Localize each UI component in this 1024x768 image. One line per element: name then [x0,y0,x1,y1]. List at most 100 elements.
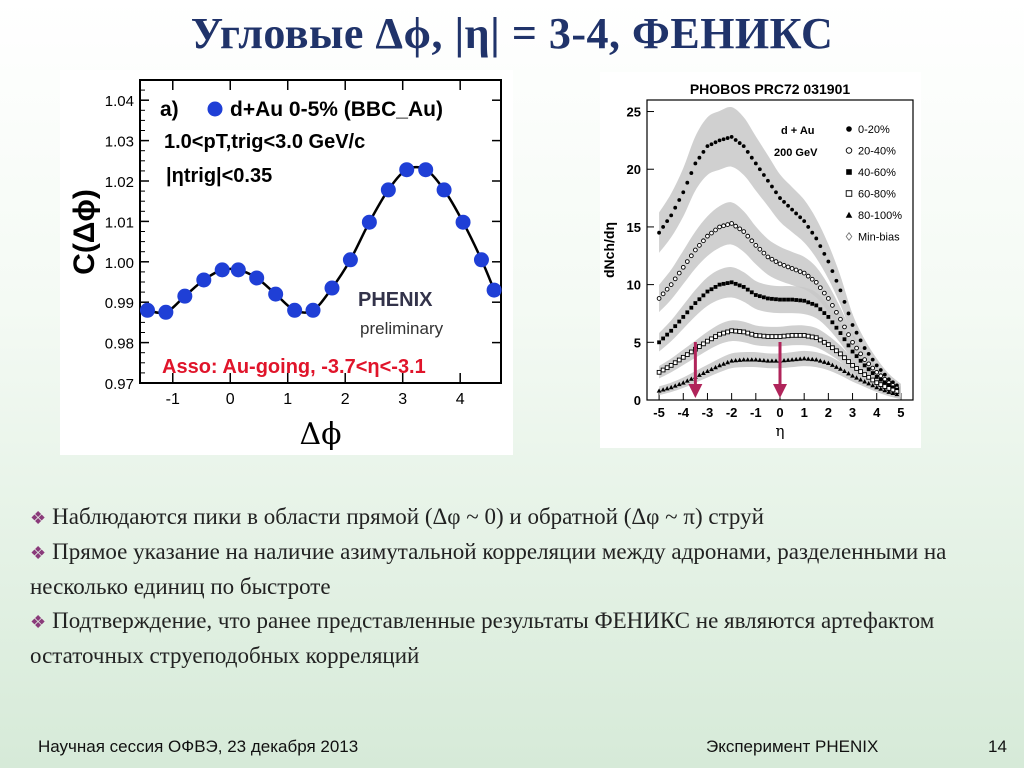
legend-label: d+Au 0-5% (BBC_Au) [230,98,443,121]
data-point [854,375,859,380]
y-tick-label: 1.00 [105,255,134,272]
data-point [882,372,887,377]
data-point [729,221,734,226]
data-point [785,357,791,362]
data-point [677,319,682,324]
footer-page-number: 14 [988,737,1007,756]
data-point [866,381,872,386]
data-point [669,328,674,333]
legend-label: 40-60% [858,167,896,179]
data-point [854,354,859,359]
data-point [782,200,786,204]
data-point [717,138,722,143]
data-point [324,280,340,296]
phenix-correlation-chart: 0.97 0.98 0.99 1.00 1.01 1.02 1.03 1.04 -1 0 1 2 3 4 Δ… [60,70,513,455]
data-point [818,244,823,249]
data-point [705,289,710,294]
data-point [696,372,702,377]
data-point [749,238,755,244]
y-axis-label: dNch/dη [601,222,617,278]
data-point [830,320,835,325]
arrow-head [773,384,787,398]
plot-frame [139,79,502,384]
data-point [774,297,778,302]
data-point [693,161,698,166]
y-tick-label: 0.99 [105,295,134,312]
data-point [745,150,750,154]
x-tick-label: -2 [726,405,738,420]
data-point [361,214,377,230]
data-point [870,365,876,371]
data-point [810,230,815,235]
data-point [785,333,791,339]
y-tick-label: 15 [627,220,641,235]
x-tick-label: 2 [825,405,832,420]
data-point [676,357,682,363]
data-point [829,362,835,367]
data-point [765,254,771,260]
data-point [858,351,863,357]
data-point [814,303,819,308]
data-point [850,363,855,368]
x-tick-label: 0 [226,391,235,408]
data-point [689,171,694,175]
data-point [709,230,714,236]
watermark-text: preliminary [360,319,444,338]
data-point [737,226,743,232]
data-point [721,330,726,336]
data-point [664,386,670,391]
slide-title: Угловые Δϕ, |η| = 3-4, ФЕНИКС [190,9,834,58]
data-point [834,348,839,354]
data-point [749,331,755,337]
data-point [399,162,415,178]
data-point [741,229,747,234]
x-tick-label: 5 [897,405,904,420]
data-point [797,333,803,338]
data-point [882,387,888,393]
data-point [717,224,722,230]
data-point [794,211,799,216]
data-point [813,357,819,362]
data-point [688,349,694,355]
data-point [886,377,891,382]
data-point [822,251,827,256]
legend-label: 60-80% [858,189,896,201]
data-point [713,140,718,145]
data-point [753,357,759,362]
data-point [785,264,791,270]
data-point [858,358,863,363]
data-point [709,336,714,342]
data-point [757,333,763,339]
data-point [769,334,775,339]
data-point [793,267,799,273]
y-tick-label: 25 [627,105,641,120]
data-point [878,368,883,372]
data-point [660,291,666,297]
data-point [455,214,471,230]
x-tick-label: -5 [653,405,665,420]
data-point [733,328,739,334]
data-point [862,357,867,362]
data-point [886,389,892,394]
data-point [866,361,872,367]
data-point [838,366,843,371]
data-point [688,376,694,381]
data-point [778,196,782,200]
x-tick-label: 4 [873,405,881,420]
data-point [842,324,847,330]
data-point [786,203,790,208]
data-point [705,144,710,149]
data-point [874,380,880,386]
data-point [749,155,754,160]
uncertainty-band [659,350,901,400]
data-point [745,357,751,362]
data-point [798,298,803,303]
x-tick-label: 3 [849,405,856,420]
data-point [665,332,670,337]
legend-label: Min-bias [858,232,900,244]
data-point [874,375,879,379]
data-point [681,190,686,195]
diamond-bullet-icon: ❖ [30,543,47,563]
data-point [673,324,678,329]
